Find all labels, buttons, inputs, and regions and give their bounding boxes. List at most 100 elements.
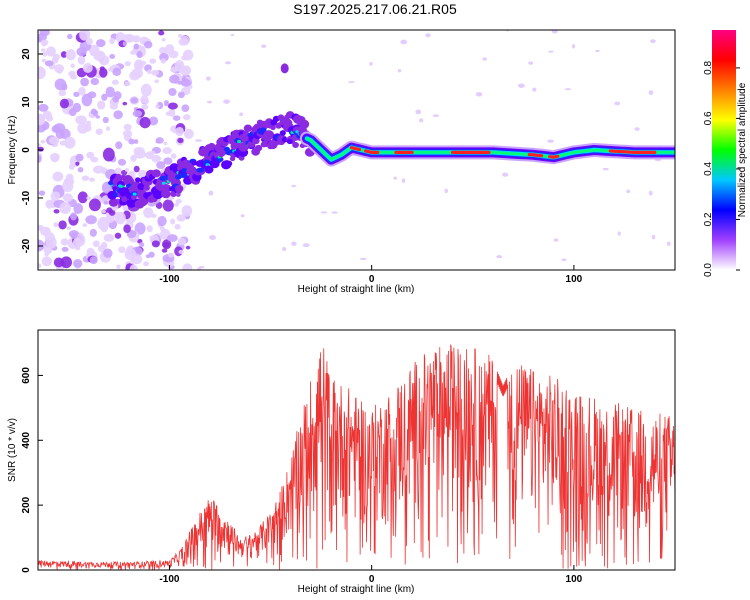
spectrogram-noise-blob bbox=[147, 69, 152, 75]
spectrogram-noise-blob bbox=[141, 104, 149, 110]
spectrogram-noise-blob bbox=[156, 161, 166, 170]
spectrogram-noise-blob bbox=[103, 200, 109, 205]
spectrogram-ridge-core bbox=[237, 139, 242, 144]
spectrogram-band-hot bbox=[364, 149, 380, 154]
spectrogram-noise-blob bbox=[617, 231, 621, 236]
spectrogram-noise-blob bbox=[88, 177, 95, 182]
spectrogram-noise-blob bbox=[62, 193, 73, 203]
spectrogram-noise-blob bbox=[109, 37, 115, 45]
spectrogram-noise-blob bbox=[175, 126, 184, 137]
spectrogram-noise-blob bbox=[58, 89, 67, 97]
spectrogram-noise-blob bbox=[182, 65, 191, 74]
spectrogram-noise-blob bbox=[634, 127, 640, 131]
spectrogram-noise-blob bbox=[170, 218, 176, 225]
spectrogram-noise-blob bbox=[86, 151, 95, 159]
snr-panel: -100 0 100 0 200 400 600 Height of straight l… bbox=[7, 329, 676, 595]
spectrogram-noise-blob bbox=[90, 156, 99, 163]
spectrogram-noise-blob bbox=[61, 246, 69, 252]
spectrogram-noise-blob bbox=[130, 154, 137, 162]
spectrogram-noise-blob bbox=[206, 100, 213, 104]
spectrogram-noise-blob bbox=[102, 116, 109, 124]
spectrogram-noise-blob bbox=[97, 216, 110, 231]
spectrogram-noise-blob bbox=[60, 51, 68, 58]
colorbar-tick-label: 0.6 bbox=[703, 111, 714, 125]
spectrogram-y-tick-label: 0 bbox=[21, 147, 32, 153]
spectrogram-noise-blob bbox=[651, 234, 656, 240]
spectrogram-noise-blob bbox=[95, 115, 100, 119]
spectrogram-noise-blob bbox=[38, 224, 45, 231]
spectrogram-ridge-core bbox=[132, 192, 137, 196]
spectrogram-noise-blob bbox=[59, 202, 72, 214]
spectrogram-noise-blob bbox=[181, 55, 189, 61]
spectrogram-noise-blob bbox=[99, 66, 105, 71]
spectrogram-noise-blob bbox=[103, 233, 115, 242]
spectrogram-noise-blob bbox=[482, 57, 487, 61]
spectrogram-ridge-blob bbox=[108, 198, 119, 207]
spectrogram-noise-blob bbox=[167, 102, 178, 110]
spectrogram-noise-blob bbox=[75, 153, 84, 162]
spectrogram-noise-blob bbox=[139, 242, 145, 248]
spectrogram-noise-blob bbox=[148, 251, 155, 258]
spectrogram-noise-blob bbox=[654, 158, 662, 162]
spectrogram-noise-blob bbox=[400, 39, 408, 45]
spectrogram-noise-blob bbox=[79, 30, 91, 41]
spectrogram-noise-blob bbox=[230, 33, 235, 37]
spectrogram-noise-blob bbox=[561, 258, 567, 262]
spectrogram-noise-blob bbox=[206, 76, 211, 81]
spectrogram-noise-blob bbox=[122, 101, 128, 106]
spectrogram-marks bbox=[38, 30, 675, 270]
snr-y-ticks: 0 200 400 600 bbox=[21, 367, 43, 573]
spectrogram-noise-blob bbox=[666, 241, 671, 246]
snr-frame bbox=[37, 329, 676, 571]
spectrogram-noise-blob bbox=[75, 115, 87, 125]
spectrogram-noise-blob bbox=[42, 51, 48, 57]
spectrogram-noise-blob bbox=[167, 252, 174, 258]
spectrogram-ridge-blob bbox=[215, 157, 224, 163]
spectrogram-noise-blob bbox=[159, 46, 167, 55]
spectrogram-noise-blob bbox=[133, 43, 140, 50]
spectrogram-noise-blob bbox=[282, 247, 287, 252]
figure-title: S197.2025.217.06.21.R05 bbox=[293, 1, 457, 17]
spectrogram-noise-blob bbox=[168, 87, 177, 97]
spectrogram-noise-blob bbox=[178, 33, 183, 38]
spectrogram-noise-blob bbox=[78, 86, 86, 96]
spectrogram-noise-blob bbox=[101, 241, 108, 250]
spectrogram-noise-blob bbox=[38, 239, 45, 252]
snr-y-tick-label: 0 bbox=[21, 567, 32, 573]
spectrogram-noise-blob bbox=[52, 171, 64, 182]
spectrogram-noise-blob bbox=[148, 116, 159, 126]
spectrogram-noise-blob bbox=[61, 83, 68, 91]
spectrogram-noise-blob bbox=[88, 198, 101, 212]
spectrogram-noise-blob bbox=[183, 128, 194, 139]
spectrogram-noise-blob bbox=[109, 102, 119, 110]
spectrogram-noise-blob bbox=[432, 114, 439, 118]
colorbar-label: Normalized spectral amplitude bbox=[737, 82, 748, 217]
spectrogram-noise-blob bbox=[163, 157, 173, 165]
spectrogram-noise-blob bbox=[113, 110, 123, 120]
spectrogram-noise-blob bbox=[85, 215, 97, 225]
spectrogram-noise-blob bbox=[291, 241, 297, 246]
spectrogram-noise-blob bbox=[86, 38, 93, 46]
spectrogram-noise-blob bbox=[571, 44, 576, 49]
spectrogram-noise-blob bbox=[140, 83, 152, 97]
spectrogram-noise-blob bbox=[134, 222, 146, 235]
spectrogram-noise-blob bbox=[92, 240, 100, 248]
spectrogram-noise-blob bbox=[553, 238, 559, 242]
spectrogram-noise-blob bbox=[143, 261, 149, 267]
spectrogram-noise-blob bbox=[149, 235, 155, 240]
spectrogram-noise-blob bbox=[105, 126, 111, 131]
spectrogram-ridge-blob bbox=[299, 119, 310, 129]
spectrogram-noise-blob bbox=[208, 190, 214, 196]
spectrogram-noise-blob bbox=[151, 154, 162, 163]
spectrogram-ridge-blob bbox=[152, 190, 163, 200]
spectrogram-ridge-blob bbox=[139, 197, 149, 205]
spectrogram-noise-blob bbox=[177, 137, 184, 144]
spectrogram-noise-blob bbox=[129, 70, 140, 81]
colorbar: 0.0 0.2 0.4 0.6 0.8 Normalized spectral ampl… bbox=[703, 30, 748, 277]
spectrogram-noise-blob bbox=[86, 247, 95, 256]
colorbar-tick-label: 0.0 bbox=[703, 263, 714, 277]
spectrogram-noise-blob bbox=[170, 153, 177, 159]
spectrogram-noise-blob bbox=[261, 44, 267, 48]
snr-x-tick-label: 0 bbox=[369, 574, 375, 585]
spectrogram-noise-blob bbox=[223, 99, 230, 104]
